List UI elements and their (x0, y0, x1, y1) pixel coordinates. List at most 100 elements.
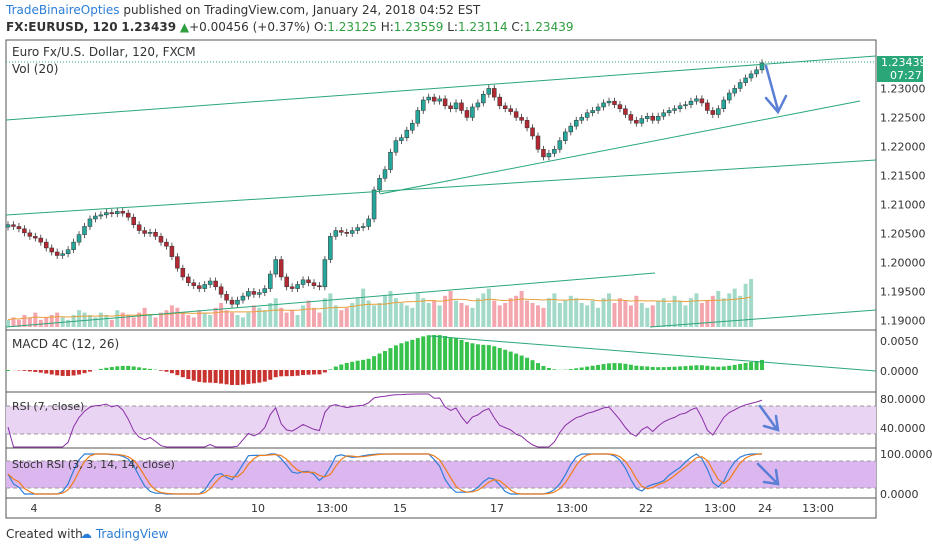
macd-bar (22, 370, 27, 371)
open-label: O: (313, 20, 328, 34)
volume-bar (705, 300, 710, 327)
arrow-stoch[interactable] (756, 462, 778, 484)
volume-bar (486, 288, 491, 327)
macd-bar (235, 370, 240, 386)
candle-body (180, 267, 186, 278)
candle-body (732, 88, 737, 94)
candle-body (579, 117, 584, 121)
volume-bar (279, 307, 284, 327)
candle-body (153, 232, 158, 237)
trend-line-rising[interactable] (379, 100, 861, 195)
candle-body (759, 62, 765, 71)
volume-bar (262, 310, 267, 327)
arrow-rsi-head[interactable] (762, 414, 780, 432)
candle-body (437, 98, 442, 102)
candle-body (278, 259, 284, 278)
volume-bar (464, 305, 469, 327)
candle-body (453, 102, 459, 109)
volume-bar (311, 307, 316, 327)
macd-bar (432, 335, 437, 370)
forecast-arrows[interactable] (756, 64, 788, 486)
volume-bar (235, 315, 240, 327)
time-tick: 13:00 (316, 502, 348, 515)
price-tick: 1.19500 (880, 285, 926, 298)
arrow-rsi[interactable] (758, 404, 778, 430)
trend-line-volume[interactable] (5, 272, 656, 328)
time-tick: 24 (758, 502, 772, 515)
volume-bar (142, 307, 147, 327)
volume-bar (213, 307, 218, 327)
macd-bar (738, 363, 743, 370)
price-badge-time: 07:27 (890, 69, 922, 82)
macd-bar (290, 370, 295, 377)
price-tick: 1.21500 (880, 169, 926, 182)
macd-bar (617, 363, 622, 370)
time-tick: 8 (155, 502, 162, 515)
volume-bar (77, 310, 82, 327)
candle-body (289, 286, 295, 289)
macd-bar (82, 370, 87, 374)
macd-bar (492, 346, 497, 370)
macd-bar (393, 345, 398, 370)
macd-bar (727, 365, 732, 370)
chart-header: TradeBinaireOpties published on TradingV… (0, 0, 932, 38)
trend-lines[interactable] (5, 55, 877, 372)
macd-bar (579, 367, 584, 370)
macd-bar (230, 370, 235, 385)
candle-body (645, 116, 650, 119)
volume-bar (421, 298, 426, 327)
volume-bar (607, 293, 612, 327)
macd-bar (6, 370, 10, 371)
volume-bar (55, 312, 60, 327)
price-badge-value: 1.23439 (881, 56, 927, 69)
volume-bar (481, 293, 486, 327)
trend-line-macd[interactable] (429, 335, 877, 372)
macd-bar (27, 370, 32, 372)
arrow-stoch-head[interactable] (762, 468, 780, 486)
macd-bar (552, 369, 557, 370)
candle-body (339, 230, 344, 233)
trend-line-upper[interactable] (5, 55, 877, 121)
candle-body (371, 189, 377, 220)
volume-bar (339, 310, 344, 327)
macd-bar (180, 370, 185, 378)
macd-bar (208, 370, 213, 383)
candle-body (355, 227, 360, 231)
volume-bar (650, 305, 655, 327)
candle-body (11, 224, 16, 227)
candle-body (164, 241, 169, 247)
macd-bar (732, 364, 737, 370)
candle-body (683, 104, 688, 107)
candle-body (502, 105, 508, 109)
arrow-main[interactable] (764, 64, 780, 112)
macd-bar (486, 345, 491, 370)
tradingview-logo[interactable]: ☁ TradingView (80, 527, 169, 541)
time-tick: 4 (31, 502, 38, 515)
volume-ma-line (7, 296, 752, 321)
volume-bar (93, 317, 98, 327)
volume-bar (623, 300, 628, 327)
volume-bar (432, 300, 437, 327)
change-arrow: ▲ (179, 20, 190, 34)
candle-body (262, 288, 268, 293)
macd-bar (650, 366, 655, 370)
candle-body (410, 122, 415, 131)
volume-bar (268, 303, 273, 327)
candle-body (27, 232, 33, 237)
candle-body (38, 237, 44, 243)
volume-bar (514, 295, 519, 327)
publisher-link[interactable]: TradeBinaireOpties (6, 3, 120, 17)
created-with-text: Created with (6, 527, 83, 541)
candle-body (519, 117, 524, 121)
macd-bar (574, 368, 579, 370)
macd-bar (749, 361, 754, 370)
candle-body (399, 137, 404, 141)
candle-body (366, 218, 371, 227)
trend-line-lower[interactable] (649, 309, 877, 328)
candle-body (142, 230, 147, 234)
candle-body (235, 299, 240, 305)
trend-line-middle[interactable] (5, 159, 877, 216)
stoch-axis-100: 100.0000 (880, 448, 932, 461)
arrow-main-head[interactable] (764, 94, 788, 115)
